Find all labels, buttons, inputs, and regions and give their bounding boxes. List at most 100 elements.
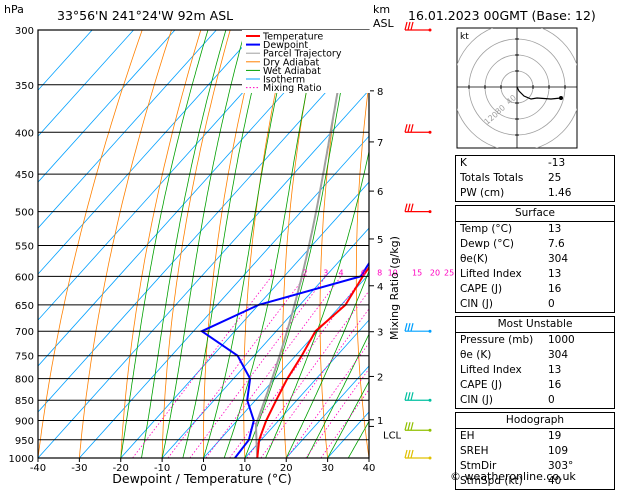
wet-adiabat-line xyxy=(120,30,209,458)
chart-axes xyxy=(37,29,374,462)
legend-entry: Isotherm xyxy=(263,75,305,86)
mixing-ratio-value: 2 xyxy=(303,268,308,277)
mixing-ratio-value: 1 xyxy=(269,268,274,277)
isotherm-line xyxy=(244,319,369,458)
asl-label: ASL xyxy=(373,17,395,30)
pressure-tick-label: 400 xyxy=(15,128,34,139)
hodograph-stat-value: 109 xyxy=(548,445,569,457)
hodograph-trace xyxy=(516,86,562,100)
isotherm-line xyxy=(38,30,93,91)
wind-barb-flag xyxy=(404,323,408,332)
surface-value: 13 xyxy=(548,223,562,235)
wind-barb-flag xyxy=(407,422,411,431)
hodograph-stat-row: StmSpd (kt) 40 xyxy=(456,474,614,489)
wind-barb-flag xyxy=(404,203,408,212)
location-title: 33°56'N 241°24'W 92m ASL xyxy=(57,8,233,23)
temp-tick-label: -20 xyxy=(113,463,129,474)
wind-barb-flag xyxy=(410,422,414,431)
wind-barb xyxy=(404,449,432,460)
surface-value: 304 xyxy=(548,253,569,265)
most-unstable-key: Pressure (mb) xyxy=(460,334,534,346)
wet-adiabat-line xyxy=(265,149,369,458)
wind-barb-flag xyxy=(410,449,414,459)
surface-box: Surface Temp (°C) 13 Dewp (°C) 7.6 θe(K) 304 Li… xyxy=(455,205,615,313)
stats-panel: K -13 Totals Totals 25 PW (cm) 1.46 Surface Te… xyxy=(455,155,615,493)
km-tick-label: 5 xyxy=(377,235,383,246)
wet-adiabat-line xyxy=(203,30,292,458)
wet-adiabat-line xyxy=(306,333,369,458)
hodograph-stat-title: Hodograph xyxy=(456,413,614,429)
wind-barb xyxy=(404,21,432,32)
legend-entry: Mixing Ratio xyxy=(263,83,322,94)
most-unstable-key: CIN (J) xyxy=(460,394,493,406)
wet-adiabat-line xyxy=(244,30,353,458)
surface-key: CAPE (J) xyxy=(460,283,503,295)
surface-key: CIN (J) xyxy=(460,298,493,310)
mixing-ratio-value: 8 xyxy=(377,268,382,277)
hodograph-stat-value: 303° xyxy=(548,460,574,472)
most-unstable-row: θe (K) 304 xyxy=(456,348,614,363)
isotherm-line xyxy=(78,135,369,458)
wind-barb-flag xyxy=(404,422,408,431)
wind-barb-flag xyxy=(407,124,411,133)
pressure-tick-label: 1000 xyxy=(9,454,34,465)
surface-key: Temp (°C) xyxy=(460,223,513,235)
wind-barb xyxy=(404,422,432,432)
wind-barb-dot xyxy=(428,329,432,333)
wind-barb-flag xyxy=(410,323,414,332)
index-value: -13 xyxy=(548,157,566,169)
pressure-tick-label: 300 xyxy=(15,26,34,37)
legend-box xyxy=(242,30,370,93)
wind-barb-flag xyxy=(404,449,408,459)
most-unstable-row: CIN (J) 0 xyxy=(456,393,614,408)
copyright: © weatheronline.co.uk xyxy=(450,470,576,483)
most-unstable-value: 304 xyxy=(548,349,569,361)
wind-barb xyxy=(404,124,432,134)
km-tick-label: 4 xyxy=(377,282,383,293)
lcl-label: LCL xyxy=(383,430,402,441)
wind-barb-flag xyxy=(410,124,414,133)
hodograph-stat-value: 40 xyxy=(548,475,562,487)
wind-barb-flag xyxy=(404,124,408,133)
wind-barb-dot xyxy=(428,210,432,214)
dry-adiabat-line xyxy=(426,0,456,475)
wet-adiabat-line xyxy=(285,270,369,458)
wind-barb-flag xyxy=(407,203,411,212)
surface-value: 0 xyxy=(548,298,555,310)
wet-adiabat-line xyxy=(161,30,246,458)
isotherm-line xyxy=(202,273,369,458)
legend-entry: Parcel Trajectory xyxy=(263,49,342,60)
pressure-tick-label: 700 xyxy=(15,327,34,338)
most-unstable-key: θe (K) xyxy=(460,349,492,361)
index-value: 25 xyxy=(548,172,562,184)
wind-barb-dot xyxy=(428,456,432,460)
most-unstable-key: Lifted Index xyxy=(460,364,522,376)
pressure-tick-label: 750 xyxy=(15,352,34,363)
hodograph-label: kt xyxy=(460,32,469,42)
wind-barb-flag xyxy=(410,392,414,401)
temp-tick-label: 10 xyxy=(239,463,252,474)
most-unstable-value: 0 xyxy=(548,394,555,406)
wind-barb-dot xyxy=(428,28,432,32)
km-tick-label: 6 xyxy=(377,187,383,198)
wind-barb-dot xyxy=(428,398,432,402)
pressure-tick-label: 800 xyxy=(15,375,34,386)
wet-adiabat-line xyxy=(327,380,369,458)
surface-value: 13 xyxy=(548,268,562,280)
wet-adiabat-line xyxy=(182,30,268,458)
surface-title: Surface xyxy=(456,206,614,222)
pressure-tick-label: 900 xyxy=(15,417,34,428)
wind-barb-flag xyxy=(404,21,408,31)
temp-tick-label: 30 xyxy=(321,463,334,474)
hodograph-stat-row: EH 19 xyxy=(456,429,614,444)
index-row: K -13 xyxy=(456,156,614,171)
hodograph-stat-key: EH xyxy=(460,430,475,442)
km-tick-label: 8 xyxy=(377,87,383,98)
hpa-label: hPa xyxy=(4,3,24,16)
wind-barb-flag xyxy=(407,449,411,459)
surface-row: Dewp (°C) 7.6 xyxy=(456,237,614,252)
index-value: 1.46 xyxy=(548,187,572,199)
most-unstable-key: CAPE (J) xyxy=(460,379,503,391)
temp-tick-label: -30 xyxy=(71,463,87,474)
